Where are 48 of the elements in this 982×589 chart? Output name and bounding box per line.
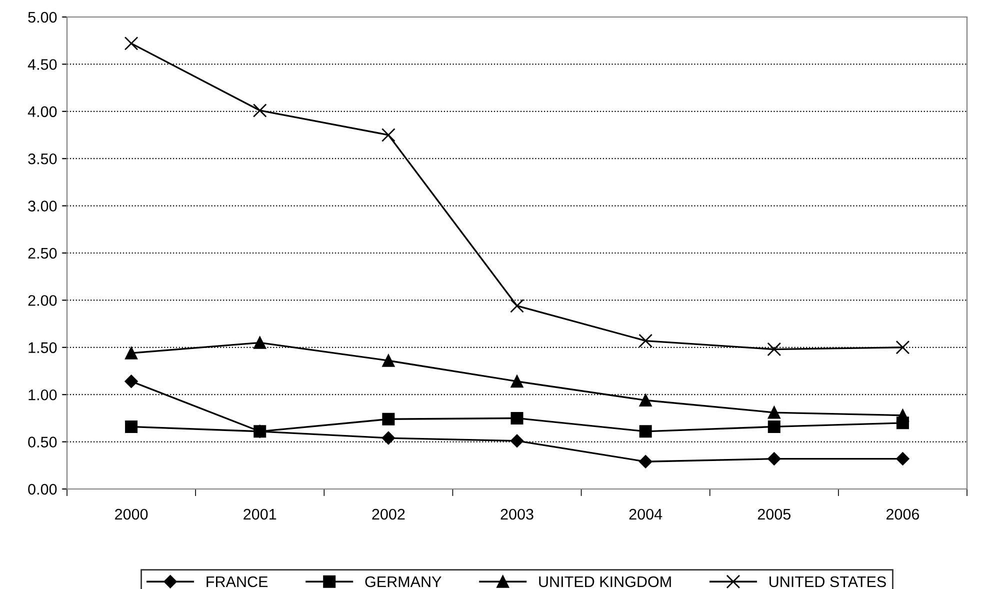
y-tick-label: 3.00 (28, 200, 57, 212)
y-tick-label: 0.50 (28, 436, 57, 448)
point (254, 425, 266, 438)
point (638, 334, 653, 348)
point (896, 452, 910, 466)
point (124, 36, 138, 50)
point (638, 455, 652, 468)
point (510, 412, 524, 424)
point (896, 340, 910, 354)
point (768, 406, 780, 419)
point (767, 342, 782, 356)
y-tick-label: 2.00 (28, 295, 57, 306)
y-tick-label: 3.50 (28, 153, 57, 164)
point (125, 420, 138, 433)
point (252, 104, 267, 118)
y-tick-label: 1.50 (28, 342, 57, 354)
point (381, 128, 396, 142)
point (639, 425, 652, 438)
point (125, 346, 138, 360)
point (510, 298, 524, 313)
x-tick-label: 2006 (886, 508, 920, 520)
point (510, 375, 524, 388)
legend-label: FRANCE (206, 576, 268, 588)
x-tick-label: 2000 (115, 508, 148, 520)
x-tick-label: 2001 (244, 508, 276, 520)
y-tick-label: 0.00 (28, 484, 57, 495)
legend-label: UNITED STATES (770, 576, 886, 588)
point (768, 420, 780, 433)
point (896, 409, 909, 422)
point (768, 452, 781, 466)
legend-label: GERMANY (365, 576, 442, 588)
point (382, 431, 396, 445)
point (639, 394, 652, 407)
legend-label: UNITED KINGDOM (539, 576, 671, 588)
point (382, 412, 395, 426)
y-tick-label: 1.00 (28, 389, 57, 400)
x-tick-label: 2004 (629, 508, 662, 520)
point (254, 336, 266, 349)
y-tick-label: 5.00 (28, 12, 57, 23)
y-tick-label: 2.50 (28, 248, 57, 259)
point (510, 434, 524, 448)
x-tick-label: 2003 (500, 508, 534, 520)
point (382, 354, 395, 367)
point (124, 374, 138, 388)
x-tick-label: 2002 (372, 508, 405, 520)
y-tick-label: 4.50 (28, 59, 57, 70)
x-tick-label: 2005 (758, 508, 790, 520)
y-tick-label: 4.00 (28, 106, 57, 118)
